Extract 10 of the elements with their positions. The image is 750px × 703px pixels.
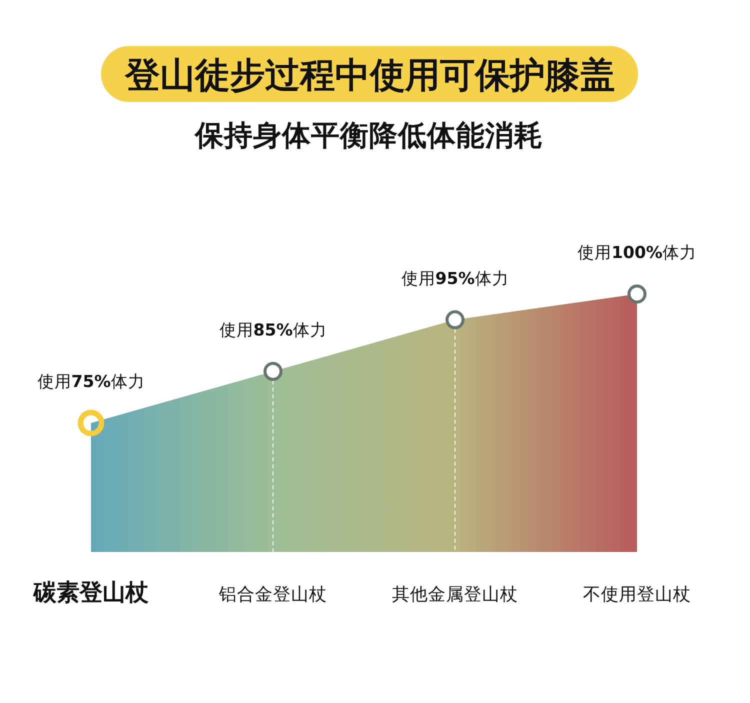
x-tick-label: 碳素登山杖 (32, 580, 150, 606)
x-tick-label: 铝合金登山杖 (218, 585, 327, 605)
data-label: 使用75%体力 (37, 372, 145, 391)
chart-subtitle: 保持身体平衡降低体能消耗 (194, 119, 543, 152)
x-tick-label: 其他金属登山杖 (392, 585, 518, 605)
chart-title: 登山徒步过程中使用可保护膝盖 (124, 56, 615, 96)
data-label: 使用95%体力 (401, 268, 509, 288)
data-label: 使用100%体力 (578, 243, 696, 262)
data-label: 使用85%体力 (219, 320, 327, 340)
x-tick-label: 不使用登山杖 (583, 585, 691, 605)
